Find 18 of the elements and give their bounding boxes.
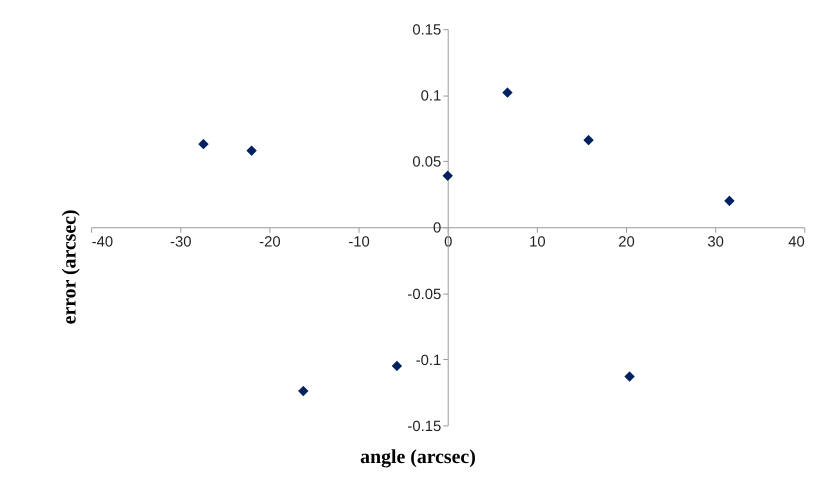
y-tick-label: 0	[433, 220, 442, 237]
x-tick-label: 0	[444, 234, 452, 251]
x-tick-label: -20	[259, 234, 281, 251]
x-tick-label: 30	[707, 234, 724, 251]
x-axis-title: angle (arcsec)	[360, 446, 476, 468]
y-tick-label: 0.1	[420, 88, 442, 105]
y-tick-label: 0.05	[412, 154, 442, 171]
y-axis-title: error (arcsec)	[58, 209, 80, 324]
y-tick-label: 0.15	[412, 22, 442, 39]
x-tick-label: -10	[348, 234, 370, 251]
y-tick-label: -0.05	[407, 286, 442, 303]
x-tick-label: 10	[529, 234, 546, 251]
x-tick-label: 40	[788, 234, 805, 251]
x-tick-label: 20	[618, 234, 635, 251]
y-tick-label: -0.1	[416, 352, 442, 369]
x-tick-label: -30	[170, 234, 192, 251]
x-tick-label: -40	[92, 234, 114, 251]
y-tick-label: -0.15	[407, 418, 442, 435]
